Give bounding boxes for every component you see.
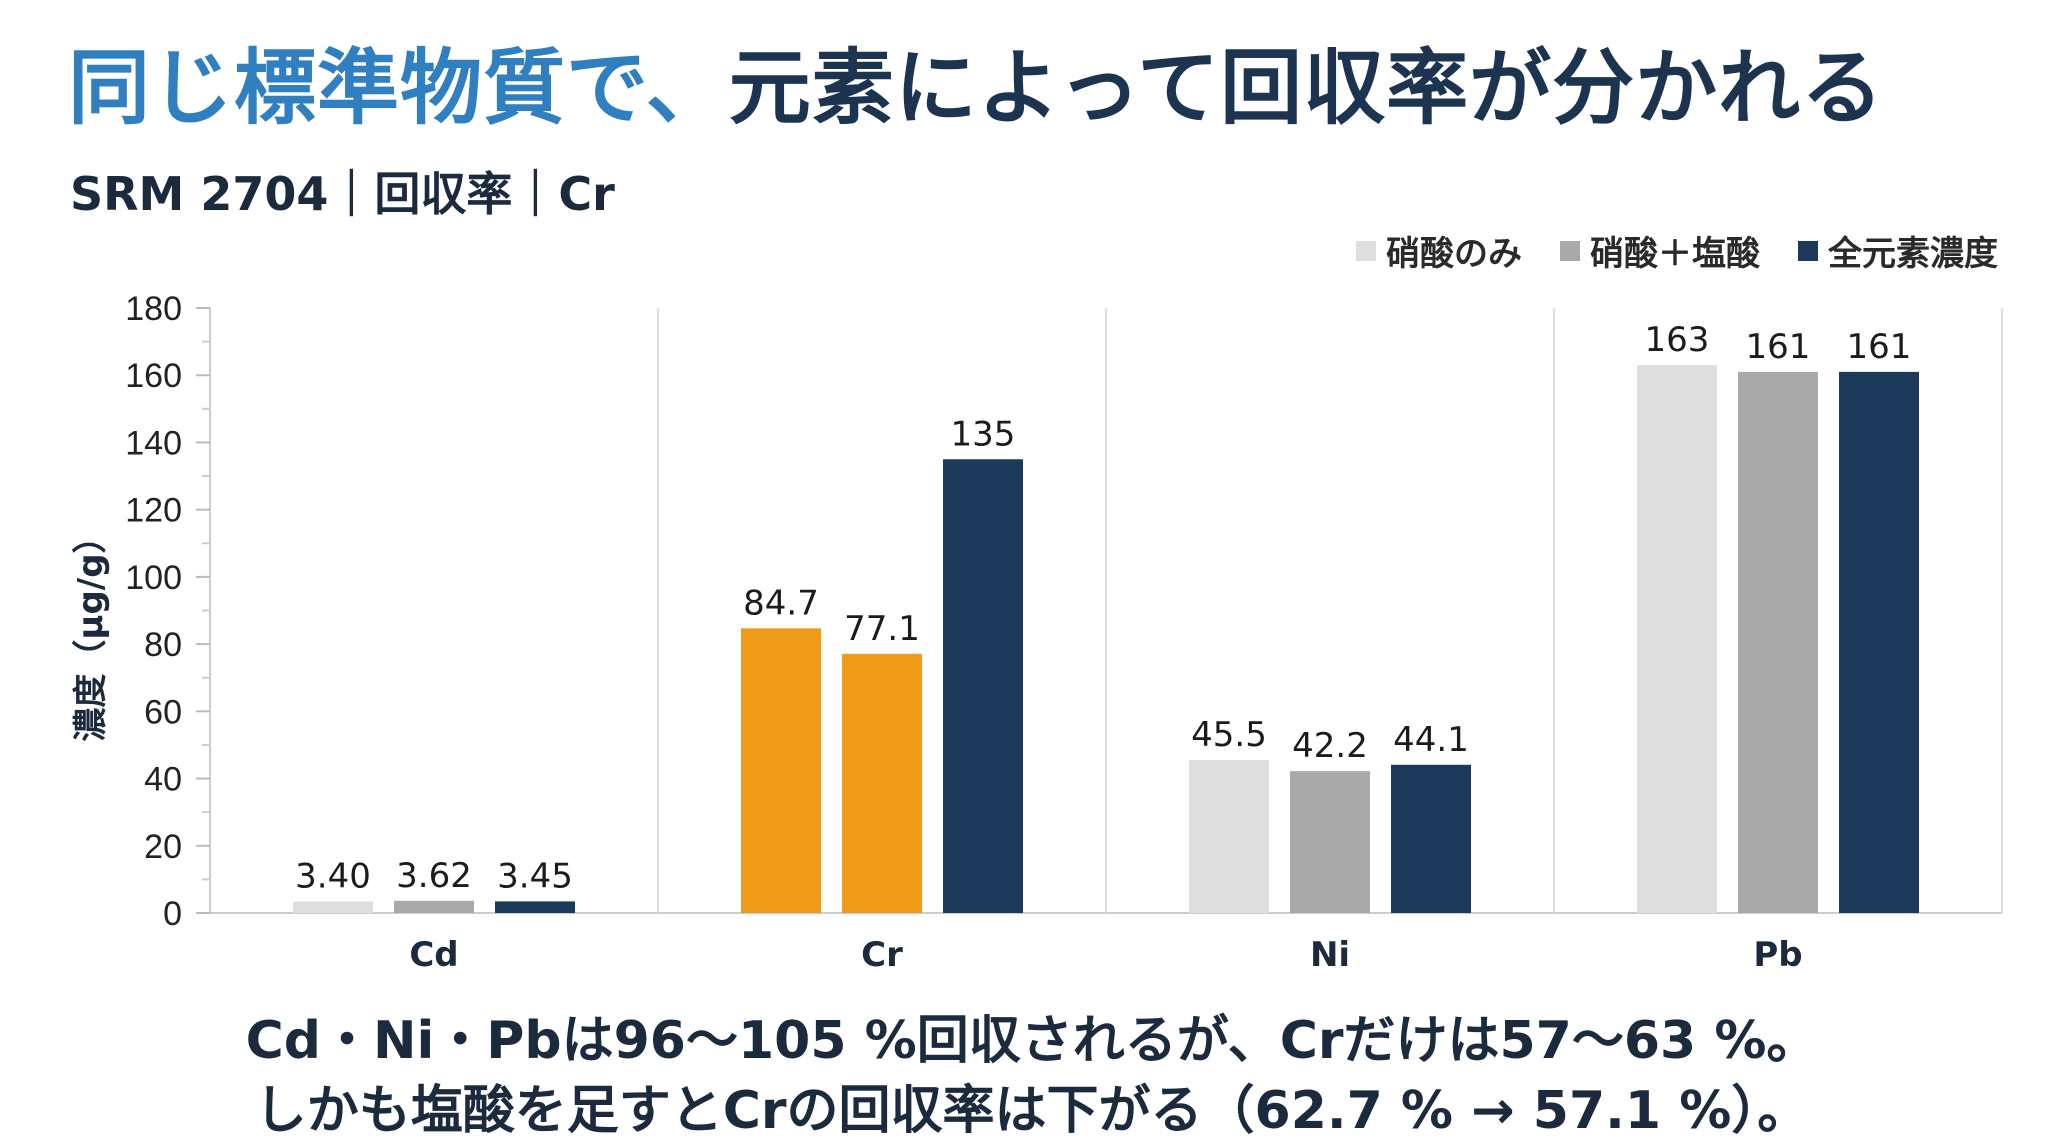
bar-value-label: 42.2 [1292, 726, 1368, 766]
bar-value-label: 135 [951, 414, 1016, 454]
legend-item-nitric-hcl: 硝酸＋塩酸 [1560, 226, 1760, 275]
x-category-label: Cd [409, 935, 458, 975]
legend-label-nitric-hcl: 硝酸＋塩酸 [1590, 234, 1760, 274]
bar [943, 459, 1023, 913]
bar-chart: 0 20 40 60 80 100 120 140 160 180 濃度（µg/g） 3.40 3.62… [71, 290, 2003, 975]
y-axis-label: 濃度（µg/g） [71, 519, 111, 741]
bar-value-label: 3.62 [396, 856, 472, 896]
bar [1391, 764, 1471, 913]
legend-label-nitric: 硝酸のみ [1386, 234, 1522, 274]
bar-value-label: 45.5 [1191, 715, 1267, 755]
legend-item-total: 全元素濃度 [1798, 226, 1998, 275]
bar-value-label: 163 [1645, 320, 1710, 360]
bar [394, 900, 474, 913]
y-tick-label: 180 [125, 290, 182, 328]
title-highlight: 同じ標準物質で、 [68, 41, 729, 136]
bar-value-label: 44.1 [1393, 720, 1469, 760]
x-category-label: Pb [1753, 935, 1802, 975]
y-tick-label: 0 [163, 895, 182, 933]
bar [1738, 371, 1818, 914]
subtitle: SRM 2704｜回収率｜Cr [70, 167, 615, 221]
y-tick-label: 40 [144, 761, 182, 799]
caption-line-1: Cd・Ni・Pbは96～105 %回収されるが、Crだけは57～63 %。 [245, 1011, 1819, 1071]
bar [1290, 771, 1370, 913]
x-category-label: Cr [861, 935, 903, 975]
bar [1637, 365, 1717, 913]
bar [842, 653, 922, 913]
bar-value-label: 3.45 [497, 856, 573, 896]
legend-swatch-total [1798, 240, 1818, 261]
bar-value-label: 77.1 [844, 609, 920, 649]
legend-item-nitric: 硝酸のみ [1356, 226, 1522, 275]
legend-swatch-nitric [1356, 240, 1376, 261]
bar [495, 901, 575, 913]
caption-line-2: しかも塩酸を足すとCrの回収率は下がる（62.7 % → 57.1 %）。 [254, 1081, 1810, 1141]
y-tick-label: 80 [144, 626, 182, 664]
legend-swatch-nitric-hcl [1560, 240, 1580, 261]
bar-value-label: 3.40 [295, 857, 371, 897]
y-tick-label: 160 [125, 357, 182, 395]
legend-label-total: 全元素濃度 [1828, 234, 1998, 274]
bar [293, 901, 373, 913]
bar-value-label: 161 [1746, 327, 1811, 367]
y-tick-label: 60 [144, 693, 182, 731]
page-title: 同じ標準物質で、元素によって回収率が分かれる [68, 41, 1885, 136]
bar-value-label: 84.7 [743, 583, 819, 623]
chart-legend: 硝酸のみ 硝酸＋塩酸 全元素濃度 [1356, 226, 1998, 275]
y-tick-label: 140 [125, 424, 182, 462]
title-rest: 元素によって回収率が分かれる [728, 41, 1885, 136]
x-category-label: Ni [1310, 935, 1350, 975]
bar [1839, 371, 1919, 914]
y-tick-label: 120 [125, 492, 182, 530]
bar-value-label: 161 [1847, 327, 1912, 367]
bar [741, 628, 821, 913]
y-tick-label: 100 [125, 559, 182, 597]
bar [1189, 760, 1269, 913]
y-tick-label: 20 [144, 828, 182, 866]
